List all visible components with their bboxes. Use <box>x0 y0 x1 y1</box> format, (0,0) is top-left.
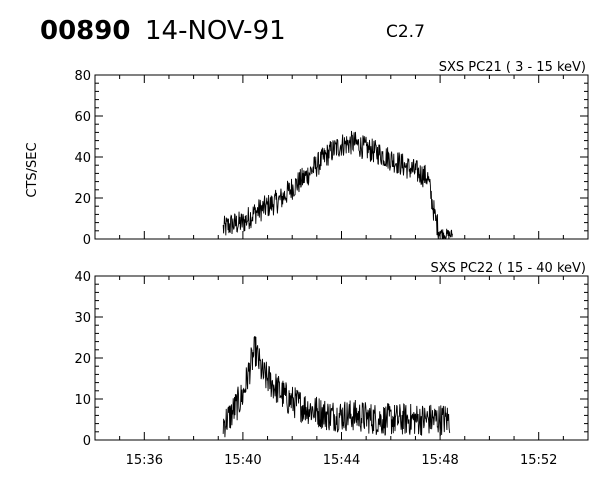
series-line-2 <box>222 335 451 438</box>
series-line-1 <box>222 130 453 240</box>
panel-title-1: SXS PC21 ( 3 - 15 keV) <box>439 60 586 75</box>
y-tick-label: 40 <box>74 270 91 285</box>
y-tick-label: 30 <box>74 311 91 326</box>
y-tick-label: 20 <box>74 192 91 207</box>
event-date: 14-NOV-91 <box>145 16 286 46</box>
y-tick-label: 10 <box>74 393 91 408</box>
y-axis-label: CTS/SEC <box>25 142 40 197</box>
y-tick-label: 40 <box>74 151 91 166</box>
x-tick-label: 15:48 <box>421 453 458 468</box>
x-tick-label: 15:40 <box>224 453 261 468</box>
y-tick-label: 80 <box>74 69 91 84</box>
flare-class: C2.7 <box>386 22 425 42</box>
panel-title-2: SXS PC22 ( 15 - 40 keV) <box>430 261 586 276</box>
y-tick-label: 20 <box>74 352 91 367</box>
y-tick-label: 60 <box>74 110 91 125</box>
x-tick-label: 15:44 <box>323 453 360 468</box>
y-tick-label: 0 <box>83 434 91 449</box>
x-tick-label: 15:52 <box>520 453 557 468</box>
x-tick-label: 15:36 <box>126 453 163 468</box>
header: 00890 14-NOV-91 C2.7 <box>0 14 600 54</box>
plot-frame-1 <box>94 74 589 240</box>
event-id: 00890 <box>40 16 131 46</box>
y-tick-label: 0 <box>83 233 91 248</box>
